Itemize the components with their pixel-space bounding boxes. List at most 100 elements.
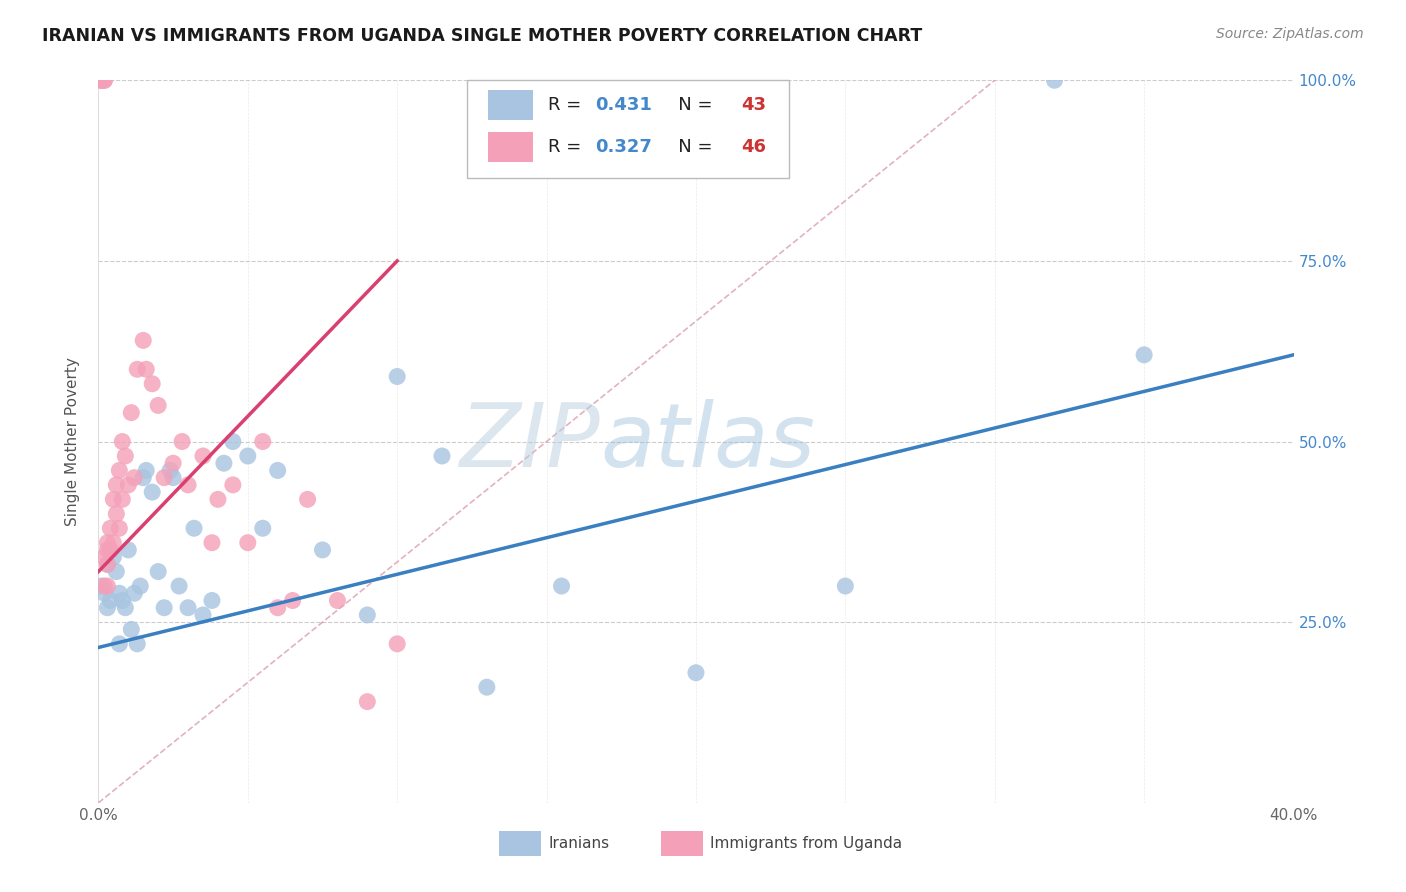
Text: R =: R = xyxy=(548,96,586,114)
Point xyxy=(153,470,176,484)
Point xyxy=(93,586,115,600)
Point xyxy=(297,492,319,507)
Point xyxy=(212,456,235,470)
Point xyxy=(172,434,194,449)
Point xyxy=(108,586,131,600)
Text: 0.431: 0.431 xyxy=(596,96,652,114)
Point xyxy=(267,463,290,477)
Point xyxy=(120,406,142,420)
Text: 0.327: 0.327 xyxy=(596,137,652,156)
Point xyxy=(90,579,112,593)
Point xyxy=(191,449,214,463)
Point xyxy=(124,586,146,600)
Point xyxy=(183,521,205,535)
Point xyxy=(127,362,149,376)
Point xyxy=(252,521,274,535)
Point xyxy=(191,607,214,622)
Point xyxy=(141,376,163,391)
Point xyxy=(148,398,170,412)
Point xyxy=(96,558,118,572)
Point xyxy=(385,637,409,651)
Point xyxy=(685,665,707,680)
Point xyxy=(385,369,409,384)
Point xyxy=(98,593,122,607)
Point xyxy=(93,73,115,87)
Point xyxy=(96,600,118,615)
Text: N =: N = xyxy=(661,137,718,156)
Point xyxy=(111,593,134,607)
Point xyxy=(93,579,115,593)
Point xyxy=(207,492,229,507)
Point xyxy=(98,521,122,535)
Point xyxy=(90,73,112,87)
Point xyxy=(201,593,224,607)
FancyBboxPatch shape xyxy=(488,90,533,120)
Point xyxy=(430,449,453,463)
Point xyxy=(111,434,134,449)
Point xyxy=(114,600,136,615)
Point xyxy=(105,565,128,579)
Point xyxy=(159,463,181,477)
Text: Source: ZipAtlas.com: Source: ZipAtlas.com xyxy=(1216,27,1364,41)
Point xyxy=(326,593,349,607)
Text: 43: 43 xyxy=(741,96,766,114)
Point xyxy=(132,470,155,484)
Point xyxy=(141,485,163,500)
Point xyxy=(103,550,125,565)
Text: Iranians: Iranians xyxy=(548,837,609,851)
Point xyxy=(90,73,112,87)
Point xyxy=(93,550,115,565)
Point xyxy=(117,542,139,557)
Point xyxy=(105,507,128,521)
Text: R =: R = xyxy=(548,137,586,156)
Point xyxy=(108,637,131,651)
Point xyxy=(153,600,176,615)
Text: Immigrants from Uganda: Immigrants from Uganda xyxy=(710,837,903,851)
Point xyxy=(1133,348,1156,362)
Point xyxy=(117,478,139,492)
Point xyxy=(93,73,115,87)
Text: 46: 46 xyxy=(741,137,766,156)
Point xyxy=(96,535,118,549)
Point xyxy=(120,623,142,637)
Point xyxy=(135,463,157,477)
Text: IRANIAN VS IMMIGRANTS FROM UGANDA SINGLE MOTHER POVERTY CORRELATION CHART: IRANIAN VS IMMIGRANTS FROM UGANDA SINGLE… xyxy=(42,27,922,45)
Point xyxy=(148,565,170,579)
Point xyxy=(132,334,155,348)
Point xyxy=(90,73,112,87)
Point xyxy=(281,593,304,607)
Point xyxy=(236,449,259,463)
Point xyxy=(127,637,149,651)
Y-axis label: Single Mother Poverty: Single Mother Poverty xyxy=(65,357,80,526)
Point xyxy=(124,470,146,484)
Point xyxy=(108,463,131,477)
Point xyxy=(550,579,572,593)
Point xyxy=(1043,73,1066,87)
Point xyxy=(201,535,224,549)
Point xyxy=(236,535,259,549)
Point xyxy=(103,492,125,507)
Point xyxy=(222,478,245,492)
Point xyxy=(98,542,122,557)
FancyBboxPatch shape xyxy=(467,80,789,178)
Point xyxy=(834,579,856,593)
Point xyxy=(222,434,245,449)
Point xyxy=(114,449,136,463)
Point xyxy=(96,558,118,572)
Point xyxy=(103,535,125,549)
Point xyxy=(311,542,333,557)
Point xyxy=(96,542,118,557)
Text: N =: N = xyxy=(661,96,718,114)
Point xyxy=(96,579,118,593)
Point xyxy=(135,362,157,376)
Point xyxy=(167,579,190,593)
Point xyxy=(356,607,378,622)
Point xyxy=(111,492,134,507)
Point xyxy=(105,478,128,492)
Point xyxy=(475,680,498,694)
Point xyxy=(129,579,152,593)
Text: atlas: atlas xyxy=(600,399,815,484)
Point xyxy=(356,695,378,709)
FancyBboxPatch shape xyxy=(488,132,533,162)
Point xyxy=(162,470,184,484)
